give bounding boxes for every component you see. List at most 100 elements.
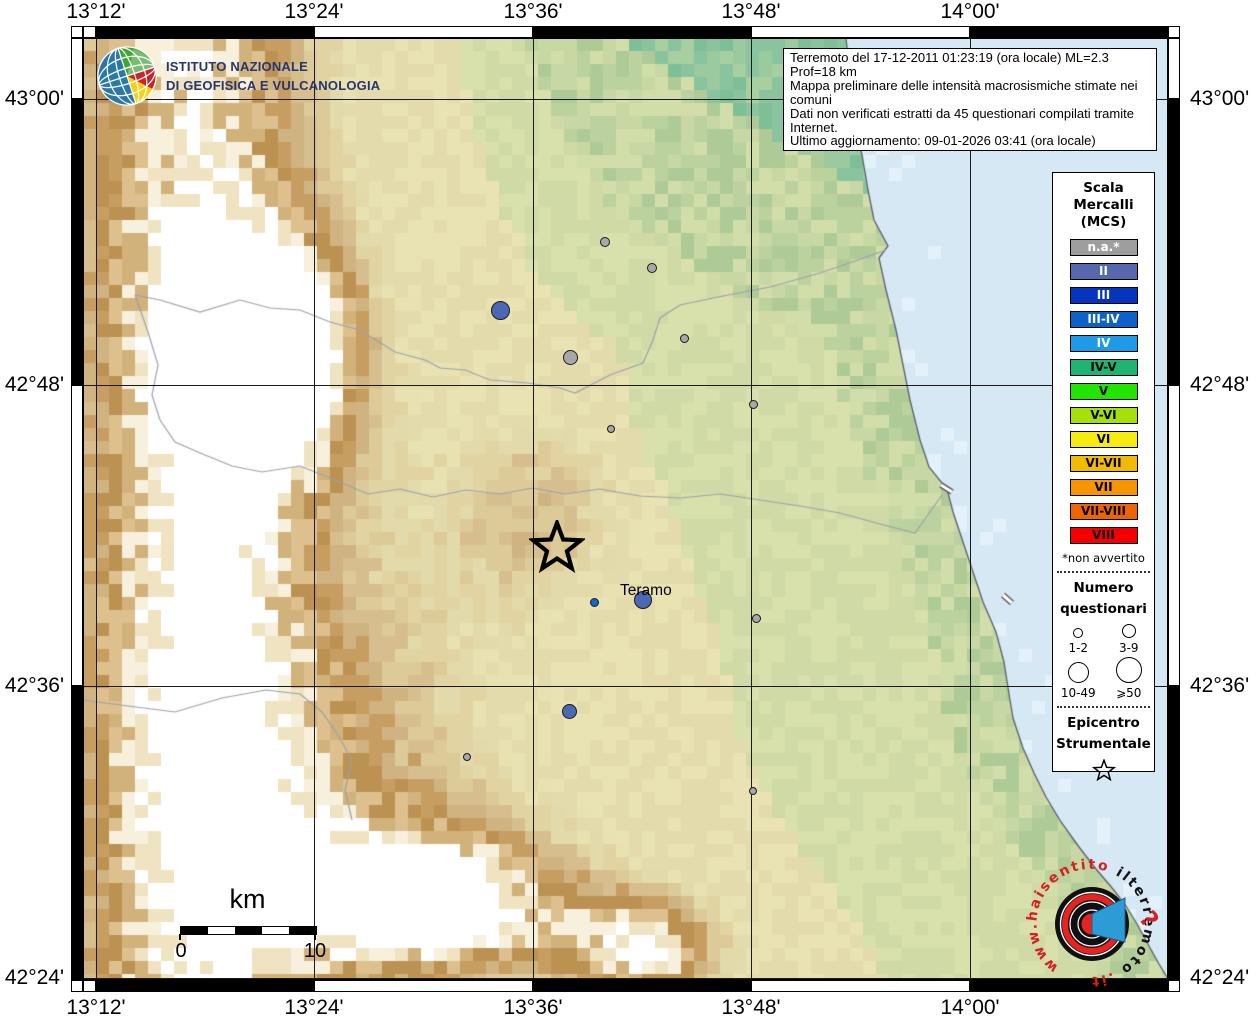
scalebar — [180, 926, 317, 935]
frame-top-seg — [314, 26, 533, 38]
axis-label-bottom: 13°36' — [503, 996, 563, 1019]
frame-top-seg — [83, 26, 96, 38]
info-line-map-desc: Mappa preliminare delle intensità macros… — [790, 77, 1138, 107]
frame-left-seg — [71, 38, 83, 99]
grid-line-vertical — [95, 38, 97, 980]
questionnaire-point — [490, 300, 510, 320]
size-class-label: ⩾50 — [1116, 686, 1142, 700]
grid-line-vertical — [313, 38, 315, 980]
frame-right-seg — [1168, 99, 1180, 385]
legend-divider-2 — [1057, 706, 1150, 708]
ingv-globe-icon — [97, 46, 157, 106]
intensity-swatch-VII: VII — [1069, 479, 1138, 496]
info-line-data-desc: Dati non verificati estratti da 45 quest… — [790, 105, 1134, 135]
questionnaire-title-line1: Numero — [1073, 580, 1134, 596]
axis-label-right: 43°00' — [1190, 87, 1250, 110]
questionnaire-count-title: Numero questionari — [1053, 578, 1154, 620]
questionnaire-point — [749, 787, 757, 795]
axis-label-right: 42°24' — [1190, 966, 1250, 989]
intensity-swatch-VII-VIII: VII-VIII — [1069, 503, 1138, 520]
terrain-map-canvas — [83, 38, 1168, 980]
frame-bottom-seg — [314, 980, 533, 992]
epicenter-star-icon — [529, 520, 585, 574]
questionnaire-size-legend: 1-2 3-9 10-49 ⩾50 — [1053, 624, 1154, 700]
intensity-swatch-VI-VII: VI-VII — [1069, 455, 1138, 472]
haisentito-site-logo: www.haisentito ilterremoto .it ? — [1024, 857, 1162, 989]
questionnaire-point — [589, 597, 599, 607]
city-label-teramo: Teramo — [620, 582, 672, 599]
axis-label-bottom: 14°00' — [940, 996, 1000, 1019]
axis-label-top: 13°24' — [284, 0, 344, 23]
questionnaire-point — [748, 399, 758, 409]
intensity-swatch-VI: VI — [1069, 431, 1138, 448]
frame-top-seg — [970, 26, 1168, 38]
questionnaire-point — [679, 333, 689, 343]
grid-line-horizontal — [83, 977, 1168, 979]
ingv-title-line2: DI GEOFISICA E VULCANOLOGIA — [166, 78, 381, 93]
grid-line-vertical — [750, 38, 752, 980]
axis-label-left: 42°48' — [4, 373, 64, 396]
questionnaire-point — [647, 263, 657, 273]
intensity-swatch-V-VI: V-VI — [1069, 407, 1138, 424]
intensity-swatch-n.a.*: n.a.* — [1069, 239, 1138, 256]
grid-line-horizontal — [83, 384, 1168, 386]
size-class-circle — [1067, 662, 1089, 683]
axis-label-right: 42°36' — [1190, 674, 1250, 697]
questionnaire-point — [751, 613, 761, 623]
legend-title-line1: Scala — [1083, 180, 1124, 196]
axis-label-bottom: 13°48' — [721, 996, 781, 1019]
axis-label-left: 42°36' — [4, 674, 64, 697]
size-class-label: 10-49 — [1060, 686, 1096, 700]
questionnaire-point — [562, 349, 578, 365]
intensity-swatch-III-IV: III-IV — [1069, 311, 1138, 328]
scalebar-tick-end — [314, 934, 316, 940]
intensity-swatch-VIII: VIII — [1069, 527, 1138, 544]
questionnaire-point — [463, 753, 471, 761]
legend-star-icon — [1091, 758, 1116, 782]
axis-label-left: 42°24' — [4, 966, 64, 989]
scalebar-end-label: 10 — [303, 940, 327, 962]
questionnaire-point — [607, 425, 615, 433]
frame-corner — [1168, 26, 1180, 38]
questionnaire-point — [561, 703, 577, 719]
frame-bottom-seg — [96, 980, 314, 992]
scalebar-unit: km — [229, 884, 266, 914]
axis-label-left: 43°00' — [4, 87, 64, 110]
scalebar-segment — [235, 927, 262, 934]
legend-title-line2: Mercalli — [1073, 197, 1134, 213]
grid-line-horizontal — [83, 685, 1168, 687]
axis-label-top: 14°00' — [940, 0, 1000, 23]
scalebar-tick-start — [179, 934, 181, 940]
scalebar-segment — [289, 927, 316, 934]
size-class-3-9: 3-9 — [1104, 624, 1155, 655]
legend-footnote: *non avvertito — [1062, 551, 1145, 565]
scalebar-start-label: 0 — [175, 940, 187, 962]
size-class-circle — [1073, 628, 1084, 638]
frame-left-seg — [71, 99, 83, 385]
frame-corner — [1168, 980, 1180, 992]
size-class-label: 3-9 — [1118, 641, 1139, 655]
legend-title-line3: (MCS) — [1080, 214, 1127, 230]
questionnaire-title-line2: questionari — [1060, 601, 1147, 617]
axis-label-bottom: 13°24' — [284, 996, 344, 1019]
intensity-swatch-II: II — [1069, 263, 1138, 280]
frame-top-seg — [96, 26, 314, 38]
earthquake-info-box: Terremoto del 17-12-2011 01:23:19 (ora l… — [783, 48, 1157, 152]
intensity-swatch-V: V — [1069, 383, 1138, 400]
epicenter-title-line2: Strumentale — [1056, 736, 1151, 752]
intensity-swatch-IV: IV — [1069, 335, 1138, 352]
ingv-title: ISTITUTO NAZIONALE DI GEOFISICA E VULCAN… — [166, 57, 380, 96]
size-class-circle — [1115, 657, 1142, 683]
frame-corner — [71, 980, 83, 992]
legend-title: Scala Mercalli (MCS) — [1053, 180, 1154, 231]
frame-bottom-seg — [533, 980, 751, 992]
legend-divider-1 — [1057, 571, 1150, 573]
frame-bottom-seg — [970, 980, 1168, 992]
size-class-1-2: 1-2 — [1053, 624, 1104, 655]
questionnaire-point — [600, 237, 610, 247]
axis-label-right: 42°48' — [1190, 373, 1250, 396]
ingv-title-line1: ISTITUTO NAZIONALE — [166, 58, 309, 74]
frame-right-seg — [1168, 38, 1180, 99]
frame-bottom-seg — [83, 980, 96, 992]
